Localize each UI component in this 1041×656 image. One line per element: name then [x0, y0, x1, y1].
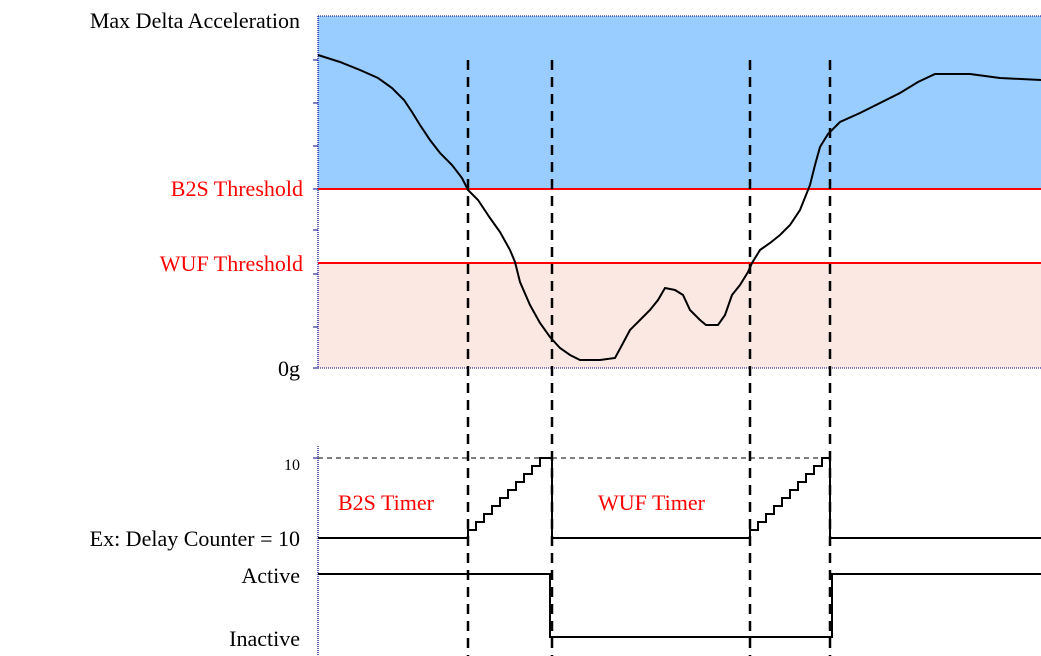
max-delta-acceleration-trace	[317, 54, 1041, 361]
y-axis-title: Max Delta Acceleration	[90, 8, 300, 33]
delay-counter-label: Ex: Delay Counter = 10	[90, 526, 300, 551]
b2s-threshold-label: B2S Threshold	[171, 176, 303, 201]
event-lines	[466, 60, 832, 656]
below-wuf-region	[318, 263, 1041, 368]
wuf-timer-label: WUF Timer	[598, 490, 706, 515]
active-state-label: Active	[241, 563, 300, 588]
inactive-state-label: Inactive	[229, 626, 300, 651]
activity-state-trace	[318, 573, 1041, 638]
above-b2s-region	[318, 16, 1041, 189]
zero-g-label: 0g	[278, 356, 300, 381]
wuf-threshold-label: WUF Threshold	[160, 251, 303, 276]
delay-counter-trace	[318, 457, 1041, 539]
b2s-timer-label: B2S Timer	[338, 490, 435, 515]
upper-y-axis-ticks	[313, 59, 318, 369]
counter-max-label: 10	[284, 457, 300, 474]
